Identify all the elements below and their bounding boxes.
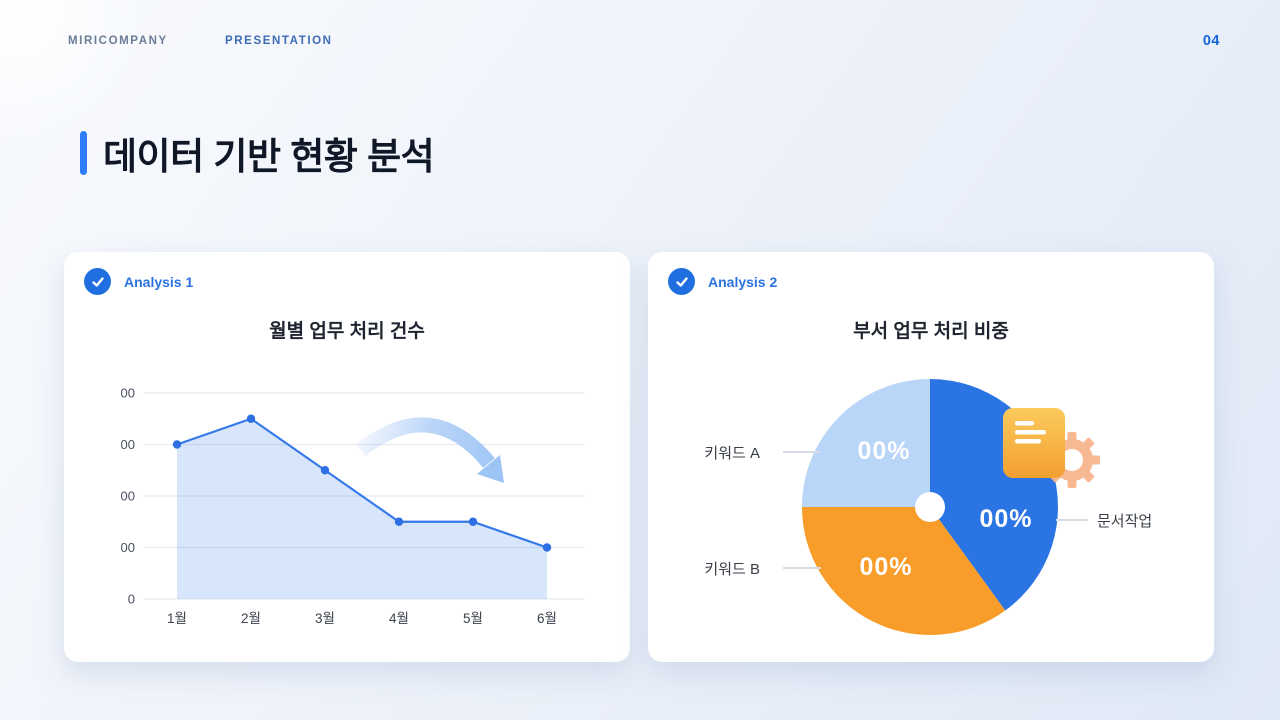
callout-docs-line xyxy=(1056,519,1088,521)
pie-value-label-docs: 00% xyxy=(979,505,1033,533)
page-number: 04 xyxy=(1202,33,1220,49)
y-axis-tick: 00 xyxy=(121,386,135,401)
pie-slice xyxy=(802,507,1006,635)
callout-docs-label: 문서작업 xyxy=(1097,513,1153,530)
y-axis-tick: 00 xyxy=(121,437,135,452)
slide-title-row: 데이터 기반 현황 분석 xyxy=(80,126,435,180)
document-gear-icon xyxy=(1003,408,1113,500)
callout-keyword-a-label: 키워드 A xyxy=(704,445,760,462)
page-title: 데이터 기반 현황 분석 xyxy=(103,136,435,177)
callout-keyword-a-line xyxy=(783,451,819,453)
pie-chart xyxy=(802,379,1058,635)
y-axis-tick: 00 xyxy=(121,540,135,555)
y-axis-tick: 0 xyxy=(128,592,135,607)
data-point xyxy=(172,440,182,449)
x-axis-label: 4월 xyxy=(389,611,409,626)
area-fill xyxy=(177,418,547,599)
data-point xyxy=(468,517,478,526)
x-axis-label: 5월 xyxy=(463,611,483,626)
donut-hole xyxy=(915,492,945,522)
analysis-2-label: Analysis 2 xyxy=(708,273,778,290)
pie-value-label-keyword-b: 00% xyxy=(859,553,913,581)
x-axis-label: 1월 xyxy=(167,611,187,626)
pie-chart-title: 부서 업무 처리 비중 xyxy=(853,321,1009,342)
data-point xyxy=(542,543,552,552)
card-1-header: Analysis 1 xyxy=(84,268,193,295)
data-point xyxy=(394,517,404,526)
check-badge xyxy=(668,268,695,295)
analysis-1-label: Analysis 1 xyxy=(124,273,194,290)
pie-slice xyxy=(802,379,930,507)
card-2-header: Analysis 2 xyxy=(668,268,777,295)
callout-keyword-b-label: 키워드 B xyxy=(704,561,760,578)
analysis-card-1: Analysis 1 월별 업무 처리 건수 0 00 00 00 00 1월 2월 3월 4월… xyxy=(64,252,630,662)
document-icon xyxy=(1003,408,1065,478)
trend-arrow-icon xyxy=(356,417,504,483)
title-accent-bar xyxy=(80,131,87,175)
x-axis-label: 3월 xyxy=(315,611,335,626)
y-axis-tick: 00 xyxy=(121,489,135,504)
data-point xyxy=(246,414,256,423)
x-axis-label: 2월 xyxy=(241,611,261,626)
callout-keyword-b-line xyxy=(783,567,821,569)
analysis-card-2: Analysis 2 부서 업무 처리 비중 xyxy=(648,252,1214,662)
data-point xyxy=(320,466,330,475)
check-icon xyxy=(91,276,104,287)
line-chart-title: 월별 업무 처리 건수 xyxy=(269,321,425,342)
trend-line xyxy=(176,417,548,549)
pie-slices xyxy=(802,379,1058,635)
check-icon xyxy=(675,276,688,287)
pie-value-label-keyword-a: 00% xyxy=(857,437,911,465)
brand-label: MIRICOMPANY xyxy=(68,35,168,47)
document-gear-graphic xyxy=(1003,408,1100,488)
check-badge xyxy=(84,268,111,295)
x-axis-label: 6월 xyxy=(537,611,557,626)
doc-type-label: PRESENTATION xyxy=(225,35,333,47)
